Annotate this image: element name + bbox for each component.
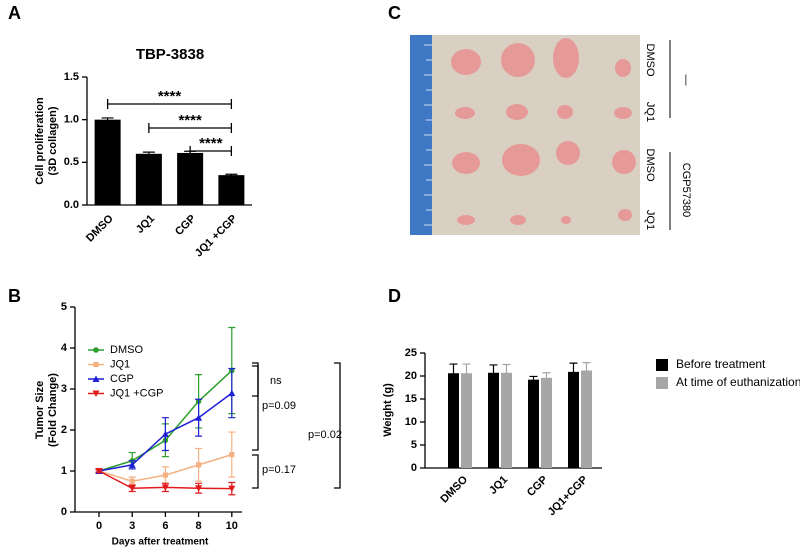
x-tick-label: JQ1 +CGP [193,213,240,260]
legend-swatch [656,377,668,389]
bar [581,370,592,468]
bar [541,377,552,468]
y-tick-label: 1.0 [64,114,79,126]
significance-bracket [148,123,233,133]
marker [195,414,203,421]
significance-label: **** [199,135,223,152]
bar [94,119,121,205]
y-tick-label: 0.5 [64,156,79,168]
row-label: JQ1 [644,210,656,230]
annotation: p=0.09 [262,400,296,412]
marker [129,478,135,484]
y-tick-label: 0.0 [64,199,79,211]
y-axis-label: (Fold Change) [47,373,59,447]
y-tick-label: 15 [405,393,417,405]
marker [195,485,203,492]
y-tick-label: 3 [61,383,67,395]
bracket [334,362,341,489]
marker [228,485,236,493]
bar [568,371,579,468]
legend-label: JQ1 +CGP [110,387,164,399]
x-tick-label: 0 [96,520,102,532]
bracket [252,454,259,489]
significance-label: **** [158,88,182,105]
annotation: p=0.02 [308,429,342,441]
y-tick-label: 4 [61,342,68,354]
marker [196,462,202,468]
y-tick-label: 0 [411,462,417,474]
legend-label: JQ1 [110,358,130,370]
y-tick-label: 20 [405,370,417,382]
legend-swatch [656,359,668,371]
marker [162,472,168,478]
bar [218,175,245,205]
y-tick-label: 0 [61,506,67,518]
marker [95,468,103,475]
x-tick-label: 10 [226,520,238,532]
bar [177,152,204,205]
x-tick-label: JQ1 [487,474,510,497]
significance-bracket [106,99,233,109]
y-tick-label: 1 [61,465,67,477]
y-tick-label: 10 [405,416,417,428]
y-axis-label: (3D collagen) [47,106,59,175]
row-label: DMSO [644,149,656,182]
chart-title: TBP-3838 [136,46,204,63]
bar [135,153,162,205]
x-axis-label: Days after treatment [112,537,209,547]
panel-label: C [388,3,401,23]
x-tick-label: 8 [196,520,202,532]
bar [488,372,499,468]
y-tick-label: 25 [405,347,417,359]
y-axis-label: Weight (g) [382,383,394,437]
marker [228,389,236,397]
bar [501,372,512,468]
legend-label: Before treatment [676,357,766,371]
y-tick-label: 5 [61,301,67,313]
group-label: — [680,75,692,86]
y-tick-label: 2 [61,424,67,436]
bar [528,379,539,468]
legend-marker [92,390,100,397]
annotation: ns [270,375,282,387]
legend-label: DMSO [110,344,143,356]
significance-bracket [189,146,233,156]
panel-label: A [8,3,21,23]
row-label: JQ1 [644,102,656,122]
panel-label: B [8,286,21,306]
x-tick-label: CGP [525,474,550,499]
legend-marker [93,361,99,368]
y-tick-label: 1.5 [64,71,79,83]
x-tick-label: CGP [173,213,198,238]
x-tick-label: 3 [129,520,135,532]
legend-marker [93,347,99,353]
x-tick-label: JQ1+CGP [546,474,591,519]
row-label: DMSO [644,44,656,77]
marker [128,485,136,492]
y-axis-label: Cell proliferation [34,97,46,185]
significance-label: **** [178,112,202,129]
panel-label: D [388,286,401,306]
legend-marker [92,375,100,382]
x-tick-label: DMSO [438,473,470,505]
marker [128,461,136,468]
legend-label: At time of euthanization [676,375,800,389]
bracket [252,362,259,451]
marker [161,484,169,491]
bar [448,373,459,468]
x-tick-label: 6 [162,520,168,532]
group-label: CGP57380 [680,163,692,217]
photo [410,35,640,235]
x-tick-label: DMSO [84,212,116,244]
x-tick-label: JQ1 [134,213,157,236]
y-axis-label: Tumor Size [34,381,46,439]
annotation: p=0.17 [262,464,296,476]
marker [229,452,235,458]
bar [461,373,472,468]
bracket [252,365,259,397]
y-tick-label: 5 [411,439,417,451]
marker [161,430,169,438]
legend-label: CGP [110,373,134,385]
